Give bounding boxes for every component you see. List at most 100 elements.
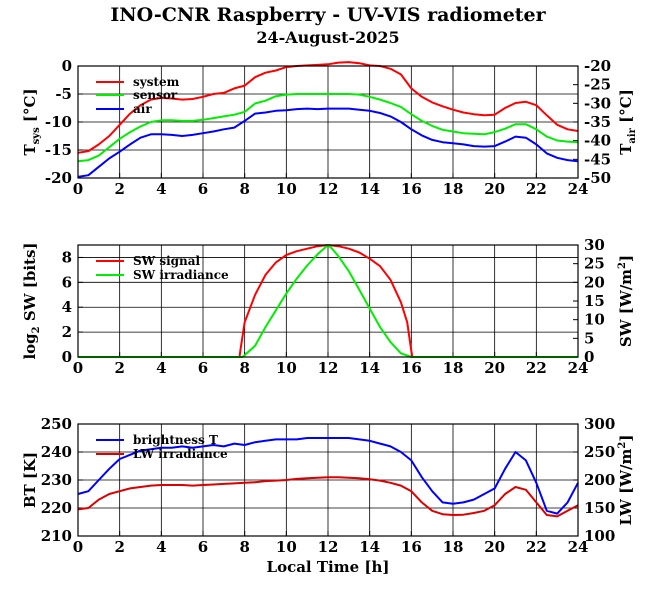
x-tick-label: 6: [198, 538, 208, 556]
x-tick-label: 12: [318, 359, 339, 377]
y-tick-label-left: 4: [62, 298, 72, 316]
y-tick-label-right: 5: [584, 329, 594, 347]
y-tick-label-left: 0: [62, 57, 72, 75]
x-tick-label: 4: [156, 180, 166, 198]
y-tick-label-left: 2: [62, 323, 72, 341]
legend-label: SW irradiance: [133, 268, 229, 282]
y-axis-label-right: SW [W/m2]: [617, 255, 635, 347]
x-tick-label: 2: [114, 359, 124, 377]
y-axis-label-left: Tsys [°C]: [21, 88, 42, 155]
legend-label: LW irradiance: [133, 447, 228, 461]
chart-title: INO-CNR Raspberry - UV-VIS radiometer: [110, 4, 546, 26]
panel-2: 0 2 4 6 8 10 12 14 16 18 20 22 2402468051015202530SW…: [21, 236, 635, 377]
x-tick-label: 0: [73, 538, 83, 556]
y-tick-label-left: 250: [41, 415, 72, 433]
y-tick-label-right: 20: [584, 273, 605, 291]
y-tick-label-left: 230: [41, 471, 72, 489]
y-tick-label-right: 25: [584, 255, 605, 273]
x-tick-label: 16: [401, 359, 422, 377]
y-tick-label-left: -5: [55, 85, 72, 103]
legend-label: air: [133, 102, 152, 116]
x-tick-label: 18: [443, 180, 464, 198]
y-tick-label-left: 240: [41, 443, 72, 461]
x-tick-label: 4: [156, 538, 166, 556]
x-tick-label: 0: [73, 359, 83, 377]
series-line-lw-irradiance: [77, 476, 579, 518]
y-tick-label-left: -10: [45, 113, 72, 131]
x-tick-label: 14: [359, 359, 380, 377]
series-line-brightness-t: [77, 437, 579, 515]
y-tick-label-right: 100: [584, 527, 615, 545]
x-tick-label: 14: [359, 180, 380, 198]
series-line-sensor: [77, 93, 579, 163]
y-tick-label-right: 30: [584, 236, 605, 254]
x-tick-label: 24: [568, 359, 589, 377]
x-tick-label: 16: [401, 538, 422, 556]
x-tick-label: 22: [526, 180, 547, 198]
y-tick-label-right: -45: [584, 150, 611, 168]
x-tick-label: 20: [484, 359, 505, 377]
y-axis-label-left: BT [K]: [21, 452, 39, 508]
x-tick-label: 20: [484, 180, 505, 198]
x-tick-label: 10: [276, 359, 297, 377]
series-line-air: [77, 107, 579, 178]
y-tick-label-left: 6: [62, 273, 72, 291]
y-tick-label-right: 250: [584, 443, 615, 461]
y-axis-label-right: Tair [°C]: [617, 89, 638, 155]
legend-label: system: [133, 75, 180, 89]
y-tick-label-right: -35: [584, 113, 611, 131]
plot-frame: [77, 423, 579, 537]
y-tick-label-right: 150: [584, 499, 615, 517]
plot-frame: [77, 65, 579, 179]
panel-1: 0 2 4 6 8 10 12 14 16 18 20 22 240-5-10-15-20-20-25-…: [21, 57, 638, 198]
series-line-system: [77, 61, 579, 154]
x-tick-label: 18: [443, 538, 464, 556]
legend-label: SW signal: [133, 254, 201, 268]
y-tick-label-left: 210: [41, 527, 72, 545]
panel-3: 0 2 4 6 8 10 12 14 16 18 20 22 242502402302202103002…: [21, 415, 635, 556]
y-axis-label-left: log2 SW [bits]: [21, 242, 42, 359]
x-tick-label: 2: [114, 180, 124, 198]
y-tick-label-right: -40: [584, 132, 611, 150]
y-tick-label-right: 200: [584, 471, 615, 489]
x-tick-label: 8: [239, 538, 249, 556]
y-tick-label-left: -15: [45, 141, 72, 159]
x-tick-label: 22: [526, 359, 547, 377]
y-tick-label-right: 10: [584, 311, 605, 329]
y-tick-label-left: 220: [41, 499, 72, 517]
x-tick-label: 0: [73, 180, 83, 198]
x-tick-label: 6: [198, 359, 208, 377]
y-tick-label-left: 0: [62, 348, 72, 366]
x-tick-label: 8: [239, 359, 249, 377]
y-tick-label-left: -20: [45, 169, 72, 187]
x-tick-label: 6: [198, 180, 208, 198]
plot-frame: [77, 244, 579, 358]
y-tick-label-right: -50: [584, 169, 611, 187]
y-tick-label-right: 15: [584, 292, 605, 310]
y-tick-label-left: 8: [62, 248, 72, 266]
y-tick-label-right: -25: [584, 76, 611, 94]
y-tick-label-right: 300: [584, 415, 615, 433]
x-tick-label: 12: [318, 180, 339, 198]
x-tick-label: 2: [114, 538, 124, 556]
x-tick-label: 22: [526, 538, 547, 556]
legend-label: brightness T: [133, 433, 218, 447]
legend-label: sensor: [133, 88, 178, 102]
x-tick-label: 20: [484, 538, 505, 556]
y-axis-label-right: LW [W/m2]: [617, 435, 635, 526]
y-tick-label-right: 0: [584, 348, 594, 366]
chart-subtitle: 24-August-2025: [256, 28, 399, 47]
x-tick-label: 12: [318, 538, 339, 556]
x-axis-label: Local Time [h]: [267, 558, 390, 576]
x-tick-label: 4: [156, 359, 166, 377]
x-tick-label: 10: [276, 538, 297, 556]
y-tick-label-right: -30: [584, 94, 611, 112]
y-tick-label-right: -20: [584, 57, 611, 75]
x-tick-label: 14: [359, 538, 380, 556]
x-tick-label: 18: [443, 359, 464, 377]
x-tick-label: 8: [239, 180, 249, 198]
x-tick-label: 24: [568, 180, 589, 198]
x-tick-label: 10: [276, 180, 297, 198]
x-tick-label: 24: [568, 538, 589, 556]
